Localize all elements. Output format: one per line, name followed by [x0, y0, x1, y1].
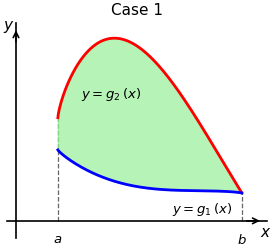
Text: $a$: $a$ [53, 233, 62, 246]
Text: $x$: $x$ [260, 225, 272, 240]
Text: $y = g_1\,(x)$: $y = g_1\,(x)$ [172, 202, 232, 218]
Title: Case 1: Case 1 [111, 3, 163, 18]
Text: $y$: $y$ [3, 20, 15, 36]
Text: $b$: $b$ [237, 233, 247, 247]
Text: $y = g_2\,(x)$: $y = g_2\,(x)$ [81, 86, 141, 103]
